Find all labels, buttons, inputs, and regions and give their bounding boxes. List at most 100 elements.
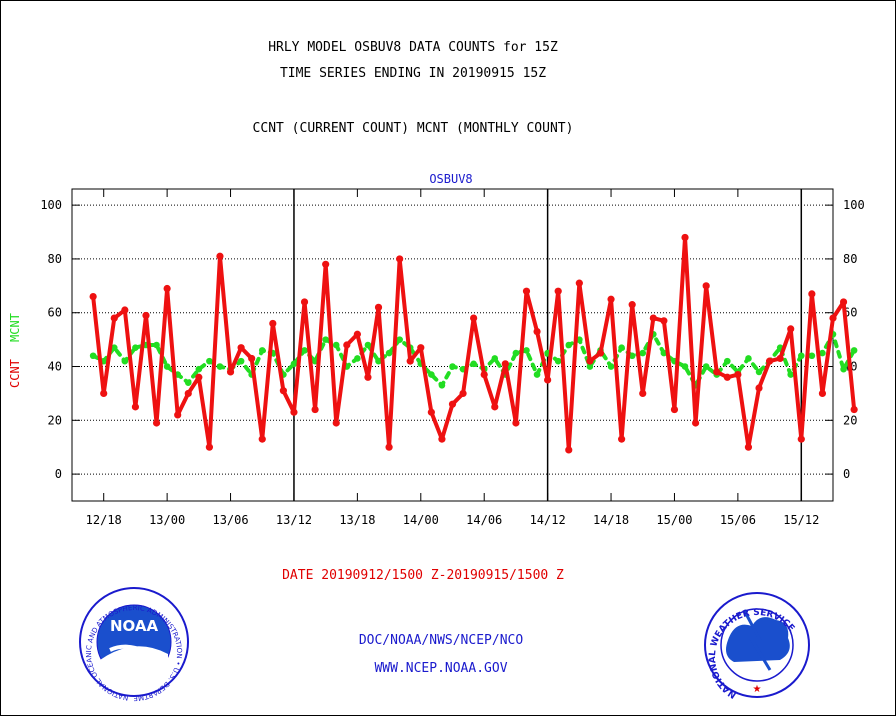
x-tick-label-15/06: 15/06: [720, 513, 756, 527]
ccnt-point-60: [723, 373, 731, 381]
mcnt-point-3: [121, 357, 129, 365]
ccnt-point-21: [311, 405, 319, 414]
y-tick-label-left-60: 60: [48, 306, 62, 320]
mcnt-point-4: [132, 344, 139, 351]
x-tick-label-14/12: 14/12: [530, 513, 566, 527]
mcnt-point-58: [702, 363, 710, 370]
x-tick-label-14/06: 14/06: [466, 513, 502, 527]
ccnt-point-68: [808, 290, 816, 298]
ccnt-point-29: [396, 255, 404, 263]
ccnt-point-31: [417, 344, 425, 352]
x-tick-label-14/00: 14/00: [403, 513, 439, 527]
x-tick-label-13/12: 13/12: [276, 513, 312, 527]
mcnt-point-12: [216, 363, 224, 370]
ccnt-point-48: [596, 349, 605, 357]
mcnt-point-51: [628, 352, 636, 360]
ccnt-point-70: [829, 314, 837, 322]
ccnt-point-15: [248, 354, 256, 363]
ccnt-point-42: [533, 327, 541, 336]
mcnt-point-22: [322, 336, 329, 343]
ccnt-point-32: [427, 408, 435, 416]
star-icon: ★: [753, 684, 762, 695]
series-ccnt: [89, 233, 858, 454]
mcnt-point-16: [258, 347, 266, 354]
ccnt-point-13: [226, 368, 235, 376]
mcnt-point-49: [607, 363, 615, 370]
ccnt-point-38: [491, 403, 499, 411]
ccnt-point-47: [586, 357, 594, 365]
ccnt-point-14: [237, 344, 245, 352]
ccnt-point-65: [776, 354, 784, 363]
title-line-2: TIME SERIES ENDING IN 20190915 15Z: [280, 66, 546, 81]
nws-logo: ★ NATIONAL WEATHER SERVICE: [704, 592, 810, 700]
ylabel-mcnt: MCNT: [8, 313, 22, 342]
mcnt-point-9: [184, 379, 192, 386]
ccnt-point-20: [300, 298, 309, 306]
mcnt-point-71: [840, 365, 847, 373]
ccnt-point-57: [691, 419, 700, 427]
ccnt-point-66: [787, 325, 795, 333]
ccnt-point-63: [755, 384, 763, 392]
ccnt-point-28: [385, 443, 393, 451]
ccnt-point-35: [459, 389, 467, 398]
mcnt-point-25: [354, 355, 361, 362]
ccnt-point-46: [575, 279, 583, 287]
mcnt-point-33: [438, 382, 446, 389]
series-mcnt: [89, 330, 858, 389]
ccnt-point-18: [279, 387, 287, 395]
ccnt-point-36: [470, 314, 478, 322]
mcnt-point-68: [808, 352, 816, 360]
mcnt-point-69: [819, 349, 826, 357]
ccnt-point-52: [639, 389, 647, 398]
mcnt-point-40: [512, 349, 520, 357]
ccnt-point-37: [480, 370, 488, 379]
x-tick-label-13/18: 13/18: [339, 513, 375, 527]
mcnt-point-44: [554, 357, 562, 365]
ccnt-point-27: [374, 303, 383, 311]
y-tick-label-left-40: 40: [48, 360, 62, 374]
ccnt-point-23: [332, 419, 340, 427]
ccnt-point-71: [839, 298, 848, 306]
mcnt-point-45: [565, 341, 573, 349]
ccnt-point-7: [163, 284, 171, 293]
ccnt-point-25: [353, 330, 361, 338]
mcnt-point-32: [428, 371, 435, 378]
ccnt-point-64: [765, 357, 774, 365]
ccnt-point-49: [607, 295, 615, 303]
title-line-1: HRLY MODEL OSBUV8 DATA COUNTS for 15Z: [268, 40, 558, 55]
mcnt-point-29: [396, 336, 403, 343]
ccnt-point-51: [628, 301, 636, 309]
x-tick-label-15/12: 15/12: [783, 513, 819, 527]
mcnt-point-62: [745, 355, 752, 362]
mcnt-point-63: [755, 368, 763, 376]
ccnt-point-45: [565, 446, 573, 454]
plot-area-border: [71, 188, 834, 502]
mcnt-point-72: [850, 347, 858, 354]
ccnt-point-40: [512, 419, 520, 427]
ccnt-point-24: [343, 341, 351, 349]
ccnt-point-69: [818, 389, 827, 398]
y-tick-label-left-80: 80: [48, 252, 62, 266]
ccnt-point-12: [216, 252, 224, 260]
ccnt-point-0: [89, 292, 97, 301]
ccnt-point-59: [713, 368, 721, 376]
mcnt-point-52: [639, 349, 647, 357]
mcnt-point-67: [797, 352, 805, 360]
ccnt-point-67: [797, 435, 805, 443]
ccnt-line: [91, 235, 857, 452]
ccnt-point-61: [734, 370, 742, 379]
ccnt-point-72: [850, 405, 858, 414]
mcnt-point-36: [470, 360, 477, 368]
plot-title: OSBUV8: [429, 172, 472, 186]
mcnt-point-60: [724, 357, 731, 365]
ccnt-point-43: [544, 376, 552, 384]
ccnt-point-30: [406, 357, 414, 365]
mcnt-point-50: [618, 344, 625, 351]
ylabel-ccnt: CCNT: [8, 359, 22, 388]
mcnt-point-10: [195, 365, 203, 373]
y-tick-label-left-0: 0: [55, 467, 62, 481]
y-tick-label-left-100: 100: [40, 198, 62, 212]
mcnt-point-42: [533, 371, 541, 378]
ccnt-point-10: [195, 373, 203, 381]
mcnt-point-20: [301, 347, 308, 354]
